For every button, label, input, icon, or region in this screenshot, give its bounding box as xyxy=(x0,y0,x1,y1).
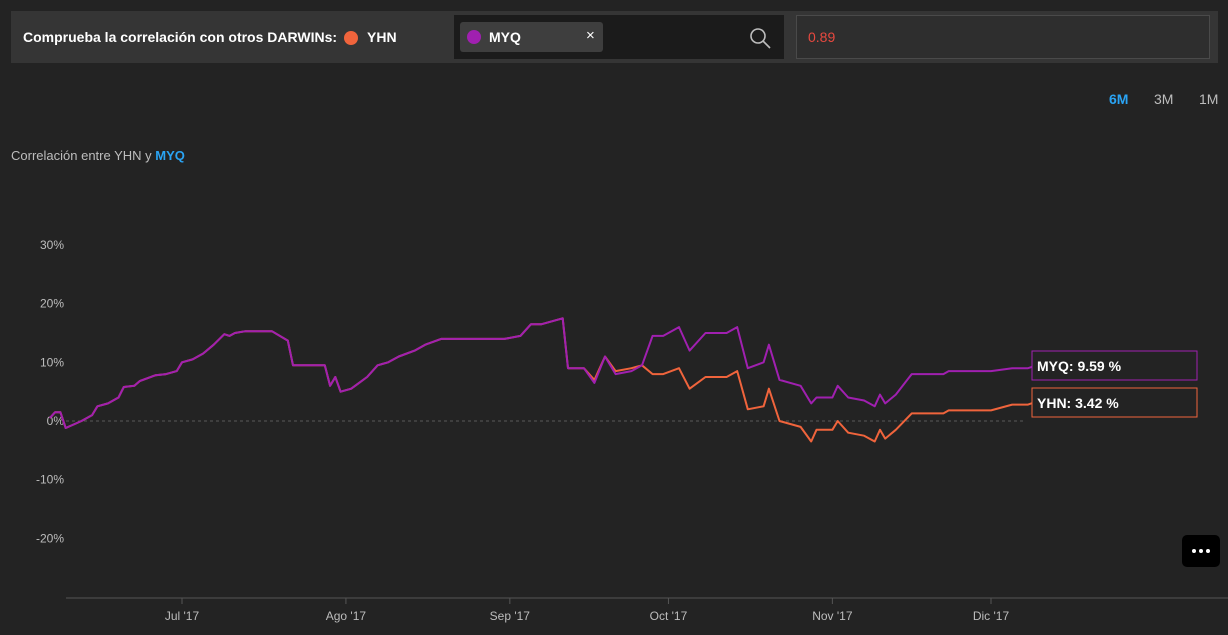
x-tick-label: Nov '17 xyxy=(812,609,853,623)
x-tick-label: Jul '17 xyxy=(165,609,200,623)
end-label-box xyxy=(1031,387,1198,418)
reference-darwin-name: YHN xyxy=(367,29,397,45)
series-line-myq xyxy=(49,317,1039,429)
y-tick-label: 30% xyxy=(40,238,64,252)
chart-title: Correlación entre YHN y MYQ xyxy=(11,148,185,163)
y-tick-label: 10% xyxy=(40,355,64,369)
x-tick-label: Ago '17 xyxy=(326,609,367,623)
chip-label: MYQ xyxy=(489,29,521,45)
chip-color-dot xyxy=(467,30,481,44)
y-tick-label: -20% xyxy=(36,531,64,545)
chart-title-accent[interactable]: MYQ xyxy=(155,148,185,163)
more-dots-icon xyxy=(1192,549,1196,553)
range-6m-button[interactable]: 6M xyxy=(1109,91,1129,107)
correlation-value: 0.89 xyxy=(808,29,836,45)
close-icon[interactable]: × xyxy=(586,27,595,44)
end-label-yhn: YHN: 3.42 % xyxy=(1037,395,1119,411)
range-1m-button[interactable]: 1M xyxy=(1199,91,1219,107)
correlation-value-box: 0.89 xyxy=(796,15,1210,59)
series-line-yhn xyxy=(49,317,1039,443)
y-tick-label: 20% xyxy=(40,297,64,311)
chart-title-prefix: Correlación entre YHN y xyxy=(11,148,156,163)
search-icon[interactable] xyxy=(748,26,772,50)
selected-darwin-chip[interactable]: MYQ × xyxy=(460,22,603,52)
y-tick-label: -10% xyxy=(36,473,64,487)
end-label-box xyxy=(1031,350,1198,381)
more-dots-icon xyxy=(1206,549,1210,553)
end-label-myq: MYQ: 9.59 % xyxy=(1037,358,1122,374)
toolbar-label: Comprueba la correlación con otros DARWI… xyxy=(23,29,338,45)
more-options-button[interactable] xyxy=(1182,535,1220,567)
x-tick-label: Oct '17 xyxy=(650,609,688,623)
reference-color-dot xyxy=(344,31,358,45)
x-tick-label: Sep '17 xyxy=(490,609,531,623)
more-dots-icon xyxy=(1199,549,1203,553)
correlation-toolbar: Comprueba la correlación con otros DARWI… xyxy=(11,11,1218,63)
darwin-search-input[interactable]: MYQ × xyxy=(454,15,784,59)
x-tick-label: Dic '17 xyxy=(973,609,1010,623)
range-3m-button[interactable]: 3M xyxy=(1154,91,1174,107)
